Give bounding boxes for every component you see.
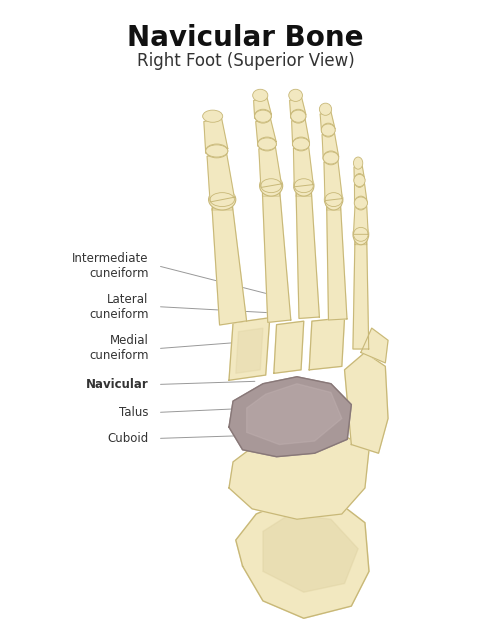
Ellipse shape (323, 152, 339, 164)
Ellipse shape (291, 110, 306, 122)
Polygon shape (236, 496, 369, 618)
Polygon shape (212, 205, 246, 325)
Polygon shape (207, 153, 234, 202)
Text: Lateral
cuneiform: Lateral cuneiform (89, 293, 148, 321)
Ellipse shape (293, 138, 310, 150)
Polygon shape (290, 97, 306, 118)
Polygon shape (292, 118, 309, 145)
Ellipse shape (210, 193, 234, 207)
Ellipse shape (319, 103, 331, 115)
Ellipse shape (254, 110, 272, 123)
Text: Cuboid: Cuboid (107, 432, 148, 445)
Polygon shape (296, 184, 311, 196)
Ellipse shape (354, 197, 367, 209)
Ellipse shape (203, 110, 223, 122)
Polygon shape (324, 160, 342, 200)
Ellipse shape (353, 224, 369, 245)
Ellipse shape (355, 173, 365, 187)
Ellipse shape (258, 138, 276, 150)
Polygon shape (355, 183, 367, 204)
Polygon shape (354, 166, 365, 182)
Polygon shape (296, 192, 319, 319)
Ellipse shape (294, 179, 313, 193)
Polygon shape (229, 433, 369, 519)
Polygon shape (229, 318, 270, 380)
Ellipse shape (260, 175, 283, 196)
Text: Navicular: Navicular (85, 378, 148, 391)
Polygon shape (256, 118, 276, 146)
Ellipse shape (354, 157, 363, 169)
Polygon shape (212, 198, 232, 210)
Polygon shape (236, 328, 263, 373)
Polygon shape (327, 198, 341, 210)
Ellipse shape (354, 227, 368, 241)
Polygon shape (353, 241, 369, 349)
Ellipse shape (293, 137, 309, 151)
Ellipse shape (261, 179, 281, 193)
Ellipse shape (258, 137, 276, 151)
Polygon shape (354, 207, 368, 234)
Text: Medial
cuneiform: Medial cuneiform (89, 334, 148, 362)
Ellipse shape (289, 90, 302, 101)
Ellipse shape (325, 189, 343, 210)
Polygon shape (254, 97, 271, 118)
Polygon shape (327, 206, 347, 320)
Polygon shape (259, 146, 281, 187)
Polygon shape (320, 111, 335, 132)
Ellipse shape (206, 144, 228, 158)
Text: Right Foot (Superior View): Right Foot (Superior View) (136, 53, 355, 70)
Text: Intermediate
cuneiform: Intermediate cuneiform (72, 252, 148, 280)
Polygon shape (229, 377, 352, 457)
Polygon shape (263, 192, 291, 322)
Ellipse shape (209, 189, 236, 210)
Polygon shape (204, 118, 228, 153)
Ellipse shape (291, 110, 306, 123)
Polygon shape (309, 318, 345, 370)
Ellipse shape (354, 175, 365, 187)
Ellipse shape (355, 196, 367, 210)
Text: Navicular Bone: Navicular Bone (127, 24, 364, 53)
Polygon shape (246, 384, 342, 444)
Polygon shape (322, 133, 339, 159)
Ellipse shape (322, 123, 335, 137)
Ellipse shape (294, 175, 314, 196)
Polygon shape (274, 321, 304, 373)
Polygon shape (263, 514, 358, 592)
Ellipse shape (206, 145, 228, 157)
Polygon shape (361, 328, 388, 363)
Ellipse shape (255, 110, 272, 122)
Text: Talus: Talus (119, 406, 148, 419)
Polygon shape (263, 184, 280, 196)
Polygon shape (345, 352, 388, 453)
Ellipse shape (253, 90, 268, 101)
Ellipse shape (323, 151, 339, 165)
Polygon shape (355, 233, 367, 245)
Ellipse shape (321, 124, 335, 136)
Polygon shape (294, 146, 313, 187)
Ellipse shape (325, 193, 342, 207)
